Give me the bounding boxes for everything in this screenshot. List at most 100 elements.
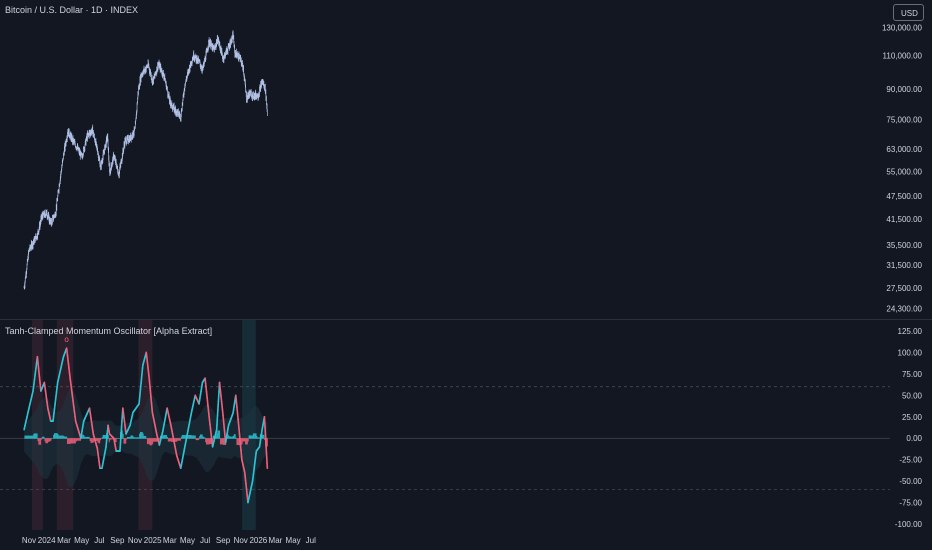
histogram-bar <box>56 433 58 439</box>
histogram-bar <box>123 438 125 444</box>
histogram-bar <box>35 433 37 439</box>
price-tick-label: 24,300.00 <box>886 305 922 314</box>
histogram-bar <box>63 436 65 439</box>
histogram-bar <box>42 436 44 439</box>
histogram-bar <box>131 435 133 439</box>
histogram-bar <box>102 435 104 439</box>
histogram-bar <box>171 438 173 442</box>
histogram-bar <box>39 438 41 445</box>
histogram-bar <box>37 438 39 442</box>
histogram-bar <box>135 437 137 439</box>
price-tick-label: 47,500.00 <box>886 192 922 201</box>
histogram-bar <box>111 438 113 440</box>
histogram-bar <box>235 437 237 439</box>
histogram-bar <box>219 430 221 439</box>
histogram-bar <box>234 434 236 439</box>
histogram-bar <box>41 436 43 439</box>
price-tick-label: 31,500.00 <box>886 261 922 270</box>
histogram-bar <box>150 438 152 446</box>
histogram-bar <box>59 435 61 439</box>
oscillator-tick-label: 0.00 <box>906 434 922 443</box>
histogram-bar <box>238 438 240 446</box>
histogram-bar <box>57 433 59 439</box>
histogram-bar <box>141 431 143 439</box>
histogram-bar <box>180 436 182 439</box>
indicator-title: Tanh-Clamped Momentum Oscillator [Alpha … <box>5 326 213 336</box>
histogram-bar <box>191 435 193 439</box>
histogram-bar <box>172 438 174 442</box>
histogram-bar <box>212 435 214 439</box>
histogram-bar <box>48 438 50 442</box>
histogram-bar <box>221 438 223 445</box>
histogram-bar <box>53 434 55 439</box>
time-tick-label: May <box>286 536 301 545</box>
time-tick-label: Mar <box>57 536 71 545</box>
histogram-bar <box>220 438 222 445</box>
histogram-bar <box>65 436 67 439</box>
axes: 130,000.00 110,000.00 90,000.00 75,000.00 63… <box>0 24 932 545</box>
histogram-bar <box>55 433 57 439</box>
histogram-bar <box>203 437 205 439</box>
histogram-bar <box>168 438 170 442</box>
histogram-bar <box>100 438 102 441</box>
histogram-bar <box>146 438 148 440</box>
histogram-bar <box>99 438 101 444</box>
price-tick-label: 110,000.00 <box>883 51 923 60</box>
price-tick-label: 41,500.00 <box>886 215 922 224</box>
time-tick-label: May <box>180 536 195 545</box>
oscillator-tick-label: -25.00 <box>899 456 922 465</box>
histogram-bar <box>67 438 69 444</box>
histogram-bar <box>130 435 132 439</box>
histogram-bar <box>28 435 30 439</box>
histogram-bar <box>126 436 128 439</box>
histogram-bar <box>107 435 109 439</box>
histogram-bar <box>254 433 256 439</box>
histogram-bar <box>134 437 136 439</box>
histogram-bar <box>208 438 210 445</box>
histogram-bar <box>98 438 100 444</box>
currency-button[interactable]: USD <box>893 4 924 21</box>
histogram-bar <box>149 438 151 446</box>
oscillator-line <box>23 347 269 504</box>
histogram-bar <box>184 435 186 439</box>
histogram-bar <box>245 438 247 445</box>
histogram-bar <box>174 438 176 442</box>
histogram-bar <box>195 438 197 441</box>
histogram-bar <box>242 438 244 442</box>
histogram-bar <box>153 438 155 442</box>
histogram-bar <box>24 435 26 439</box>
histogram-bar <box>232 436 234 439</box>
histogram-bar <box>75 438 77 442</box>
histogram-bar <box>192 435 194 439</box>
price-tick-label: 63,000.00 <box>886 145 922 154</box>
histogram-bar <box>128 436 130 439</box>
histogram-bar <box>68 438 70 444</box>
histogram-bar <box>71 438 73 444</box>
histogram-bar <box>138 437 140 439</box>
histogram-bar <box>81 434 83 439</box>
candles <box>23 30 268 290</box>
histogram-bar <box>62 435 64 439</box>
histogram-bar <box>164 434 166 439</box>
histogram-bar <box>216 433 218 439</box>
histogram-bar <box>218 430 220 439</box>
histogram-bar <box>51 438 53 439</box>
histogram-bar <box>163 434 165 439</box>
histogram-bar <box>34 433 36 439</box>
histogram-bar <box>154 438 156 442</box>
time-tick-label: Mar <box>163 536 177 545</box>
histogram-bar <box>179 438 181 441</box>
histogram-bar <box>50 438 52 441</box>
histogram-bar <box>161 435 163 439</box>
histogram-bar <box>124 438 126 444</box>
time-tick-label: Jul <box>306 536 316 545</box>
histogram-bar <box>248 435 250 439</box>
histogram-bar <box>257 437 259 439</box>
time-tick-label: Sep <box>216 536 231 545</box>
histogram-bar <box>45 438 47 444</box>
oscillator-tick-label: 125.00 <box>898 327 923 336</box>
histogram-bar <box>192 435 194 439</box>
histogram-bar <box>181 435 183 439</box>
time-tick-label: Sep <box>110 536 125 545</box>
